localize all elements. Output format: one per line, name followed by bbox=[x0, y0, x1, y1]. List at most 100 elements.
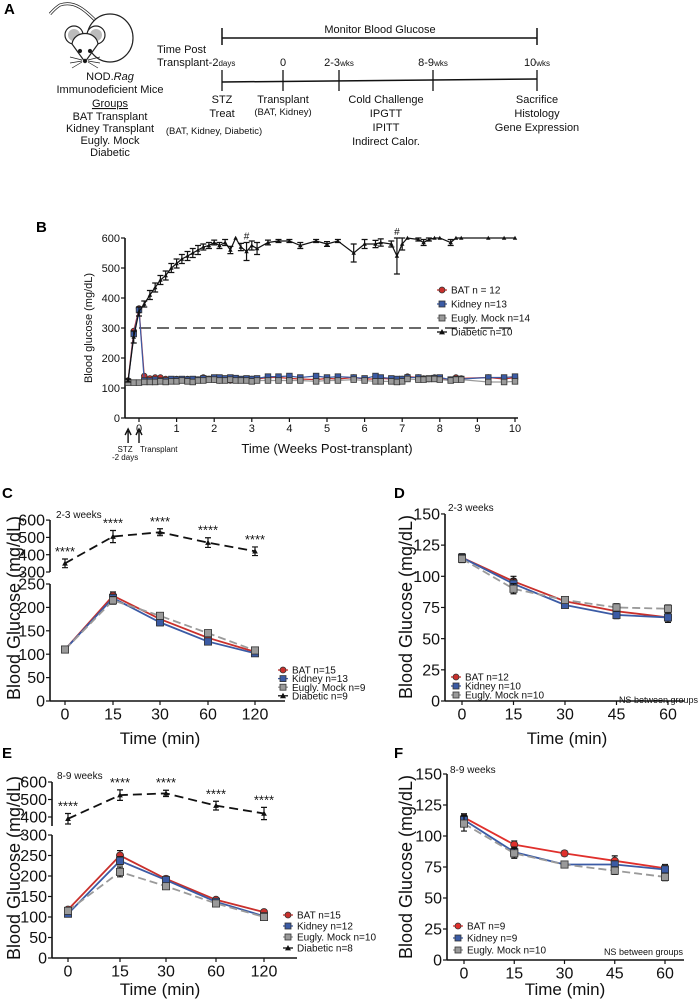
data-point bbox=[486, 235, 491, 240]
data-point bbox=[131, 334, 136, 339]
panel-label-a: A bbox=[4, 1, 15, 18]
y-tick-label: 200 bbox=[20, 869, 47, 886]
legend-marker bbox=[280, 692, 286, 699]
x-axis-title: Time (min) bbox=[527, 729, 608, 748]
data-point bbox=[323, 377, 331, 384]
data-point bbox=[210, 376, 218, 383]
series-bat bbox=[457, 553, 672, 624]
data-point bbox=[448, 240, 453, 245]
legend-marker bbox=[438, 286, 446, 294]
data-point bbox=[211, 899, 220, 908]
data-point bbox=[152, 285, 158, 290]
data-point bbox=[205, 539, 211, 545]
timepoint-event: Gene Expression bbox=[495, 122, 579, 134]
data-point bbox=[237, 377, 245, 384]
data-point bbox=[362, 241, 367, 246]
data-point bbox=[216, 377, 223, 384]
data-point bbox=[265, 240, 271, 245]
y-tick-label: 100 bbox=[102, 383, 120, 395]
significance-stars: **** bbox=[245, 532, 265, 547]
y-tick-label: 200 bbox=[102, 353, 120, 365]
y-tick-label: 400 bbox=[18, 547, 45, 564]
legend-marker bbox=[452, 673, 460, 681]
series-eugly bbox=[457, 554, 672, 614]
data-point bbox=[404, 375, 411, 383]
series-diabetic: **** **** **** **** **** bbox=[58, 775, 274, 825]
legend-label: Kidney n=12 bbox=[297, 922, 353, 933]
data-point bbox=[222, 240, 228, 245]
data-point bbox=[459, 819, 468, 828]
data-point bbox=[200, 377, 207, 384]
data-point bbox=[151, 378, 159, 386]
legend-marker bbox=[279, 683, 287, 691]
timepoint-value: 10 bbox=[524, 57, 536, 69]
x-tick-label: 45 bbox=[606, 965, 624, 982]
y-tick-label: 100 bbox=[18, 647, 45, 664]
y-tick-label: 400 bbox=[102, 293, 120, 305]
timepoint-unit: wks bbox=[339, 59, 354, 68]
y-tick-label: 300 bbox=[18, 565, 45, 582]
data-point bbox=[261, 810, 267, 816]
series-kidney bbox=[457, 553, 672, 622]
series-diabetic: **** **** **** **** **** bbox=[55, 514, 265, 569]
legend-label: Kidney n=9 bbox=[467, 934, 518, 945]
y-tick-label: 200 bbox=[18, 600, 45, 617]
data-point bbox=[155, 618, 164, 627]
x-tick-label: 0 bbox=[61, 706, 70, 723]
x-tick-label: 15 bbox=[505, 706, 523, 723]
data-point bbox=[254, 246, 260, 251]
data-point bbox=[394, 253, 400, 258]
y-tick-label: 500 bbox=[20, 792, 47, 809]
groups-heading: Groups bbox=[92, 98, 129, 110]
x-axis-title: Time (min) bbox=[525, 980, 606, 999]
timepoint-label: 0 bbox=[280, 57, 286, 69]
data-point bbox=[179, 256, 185, 261]
data-point bbox=[661, 872, 670, 881]
data-point bbox=[275, 377, 282, 384]
series-eugly bbox=[61, 596, 259, 655]
y-axis-title: Blood Glucose (mg/dL) bbox=[396, 775, 416, 959]
x-tick-label: 120 bbox=[242, 706, 269, 723]
data-point bbox=[416, 237, 421, 242]
data-point bbox=[157, 529, 163, 535]
data-point bbox=[178, 377, 186, 384]
y-tick-label: 300 bbox=[102, 323, 120, 335]
data-point bbox=[512, 235, 518, 240]
y-tick-label: 600 bbox=[20, 775, 47, 792]
data-point bbox=[243, 377, 250, 384]
x-tick-label: 10 bbox=[509, 423, 521, 435]
data-point bbox=[135, 379, 143, 386]
y-tick-label: 600 bbox=[18, 513, 45, 530]
data-point bbox=[221, 377, 229, 384]
x-tick-label: 4 bbox=[286, 423, 292, 435]
x-tick-label: 60 bbox=[199, 706, 217, 723]
y-tick-label: 500 bbox=[102, 263, 120, 275]
ns-note: NS between groups bbox=[619, 695, 699, 705]
data-point bbox=[116, 856, 125, 865]
data-point bbox=[425, 375, 433, 383]
data-point bbox=[185, 253, 190, 258]
arrow-label: Transplant bbox=[140, 445, 178, 454]
series-line bbox=[67, 792, 265, 820]
data-point bbox=[560, 860, 569, 869]
data-point bbox=[334, 377, 342, 384]
data-point bbox=[184, 378, 191, 385]
x-tick-label: 60 bbox=[656, 965, 674, 982]
data-point bbox=[141, 378, 148, 386]
data-point bbox=[501, 235, 507, 240]
y-tick-label: 500 bbox=[18, 530, 45, 547]
series-eugly bbox=[459, 815, 670, 882]
data-point bbox=[399, 241, 405, 246]
legend-marker bbox=[438, 314, 446, 322]
legend-marker bbox=[284, 911, 292, 919]
y-tick-label: 125 bbox=[413, 538, 440, 555]
data-point bbox=[203, 629, 212, 638]
data-point bbox=[162, 378, 169, 386]
legend-label: Eugly. Mock n=14 bbox=[451, 314, 530, 325]
data-point bbox=[61, 645, 70, 654]
y-tick-label: 50 bbox=[422, 631, 440, 648]
data-point bbox=[510, 849, 519, 858]
legend-label: Diabetic n=10 bbox=[451, 328, 513, 339]
data-point bbox=[447, 377, 454, 384]
